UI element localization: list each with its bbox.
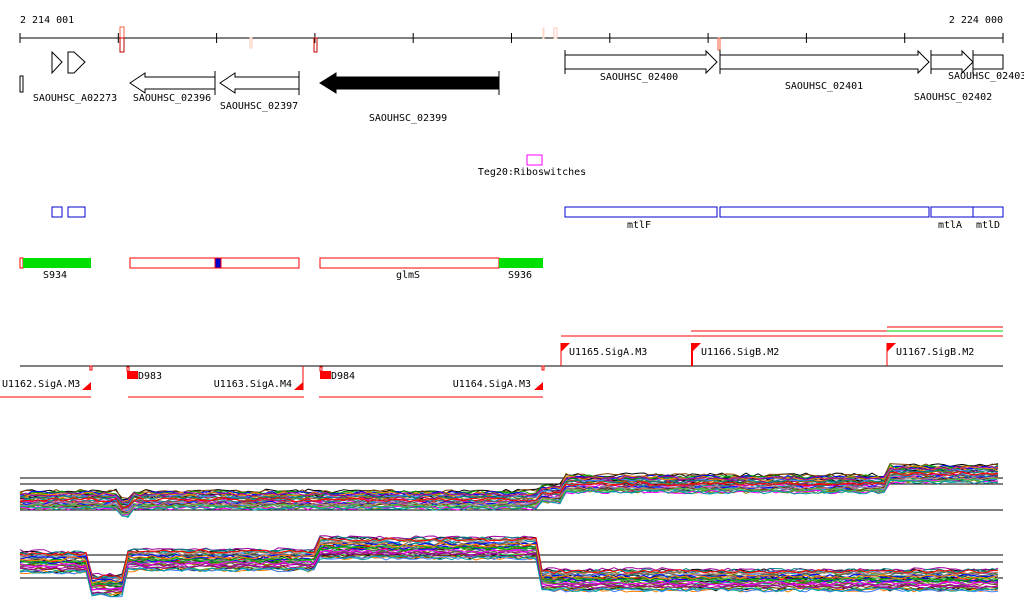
riboswitch-feature[interactable] xyxy=(526,154,543,166)
expression-trace xyxy=(19,536,998,579)
srna-S936[interactable] xyxy=(499,258,543,268)
tu-label[interactable]: U1166.SigB.M2 xyxy=(701,347,779,358)
expression-trace xyxy=(19,544,999,585)
gene-label: SAOUHSC_02400 xyxy=(600,72,678,83)
gene-label: SAOUHSC_02397 xyxy=(220,101,298,112)
tu-label[interactable]: U1163.SigA.M4 xyxy=(214,379,292,390)
gene-track xyxy=(19,49,1004,95)
gene-label: SAOUHSC_02399 xyxy=(369,113,447,124)
gene-SAOUHSC_02396[interactable] xyxy=(129,71,216,95)
gene-label: SAOUHSC_02401 xyxy=(785,81,863,92)
expression-trace xyxy=(19,550,999,591)
expression-trace xyxy=(19,542,999,585)
gene-SAOUHSC_02397[interactable] xyxy=(219,71,300,95)
tu-label[interactable]: U1164.SigA.M3 xyxy=(453,379,531,390)
operon-feature[interactable] xyxy=(51,206,63,218)
operon-label: mtlF xyxy=(627,220,651,231)
srna-track xyxy=(19,257,543,269)
expression-trace xyxy=(19,553,999,596)
gene-SAOUHSC_02400[interactable] xyxy=(564,49,718,75)
transcription-unit-track xyxy=(0,326,1003,398)
expression-trace xyxy=(19,544,999,587)
expression-trace xyxy=(19,540,999,583)
expression-trace xyxy=(19,548,999,591)
gene-SAOUHSC_02401[interactable] xyxy=(719,49,930,75)
expression-trace xyxy=(19,555,999,598)
expression-trace xyxy=(19,538,999,581)
riboswitch-label: Teg20:Riboswitches xyxy=(478,167,586,178)
operon-feature[interactable] xyxy=(719,206,930,218)
gene-label: SAOUHSC_02396 xyxy=(133,93,211,104)
coord-start: 2 214 001 xyxy=(20,15,74,26)
srna-label: S934 xyxy=(43,270,67,281)
operon-mtlD[interactable] xyxy=(972,206,1004,218)
operon-label: mtlD xyxy=(976,220,1000,231)
expression-trace xyxy=(19,465,999,503)
srna-glmS[interactable] xyxy=(319,257,500,269)
srna-S934[interactable] xyxy=(23,258,91,268)
tu-label[interactable]: U1165.SigA.M3 xyxy=(569,347,647,358)
expression-trace xyxy=(19,469,999,505)
tu-label[interactable]: U1167.SigB.M2 xyxy=(896,347,974,358)
operon-label: mtlA xyxy=(938,220,962,231)
gene-label: SAOUHSC_02402 xyxy=(914,92,992,103)
coord-end: 2 224 000 xyxy=(949,15,1003,26)
expression-plot-reverse xyxy=(19,535,1003,598)
expression-trace xyxy=(19,535,999,578)
gene-label: SAOUHSC_02403 xyxy=(948,71,1024,82)
expression-plot-forward xyxy=(19,463,1003,519)
expression-trace xyxy=(19,479,999,516)
position-axis xyxy=(19,33,1004,43)
expression-trace xyxy=(19,479,999,517)
gene-SAOUHSC_02399[interactable] xyxy=(319,71,500,95)
tu-label[interactable]: D983 xyxy=(138,371,162,382)
operon-track xyxy=(51,206,1004,218)
gene-SAOUHSC_02403[interactable] xyxy=(972,50,1004,74)
operon-mtlA[interactable] xyxy=(930,206,974,218)
axis-markers xyxy=(119,26,721,53)
expression-trace xyxy=(19,471,999,510)
gene-SAOUHSC_A02273[interactable] xyxy=(19,50,86,93)
operon-feature[interactable] xyxy=(67,206,86,218)
expression-trace xyxy=(19,479,999,517)
srna-label: S936 xyxy=(508,270,532,281)
tu-label[interactable]: D984 xyxy=(331,371,355,382)
operon-mtlF[interactable] xyxy=(564,206,718,218)
tu-label[interactable]: U1162.SigA.M3 xyxy=(2,379,80,390)
srna-label: glmS xyxy=(396,270,420,281)
gene-SAOUHSC_02402[interactable] xyxy=(930,49,974,75)
gene-label: SAOUHSC_A02273 xyxy=(33,93,117,104)
